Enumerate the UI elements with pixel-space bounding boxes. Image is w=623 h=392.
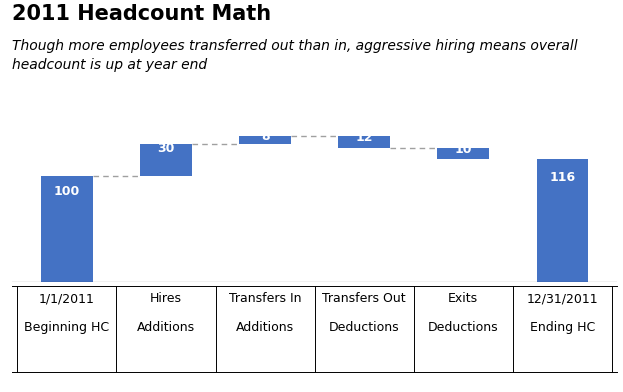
Text: 12: 12 bbox=[355, 131, 373, 144]
Text: Though more employees transferred out than in, aggressive hiring means overall
h: Though more employees transferred out th… bbox=[12, 39, 578, 72]
Text: Beginning HC: Beginning HC bbox=[24, 321, 110, 334]
Text: 8: 8 bbox=[261, 131, 269, 143]
Bar bbox=[239, 136, 291, 144]
Text: Transfers Out: Transfers Out bbox=[322, 292, 406, 305]
Text: Additions: Additions bbox=[236, 321, 294, 334]
Text: 30: 30 bbox=[158, 142, 174, 156]
Text: 12/31/2011: 12/31/2011 bbox=[526, 292, 598, 305]
Text: Deductions: Deductions bbox=[329, 321, 399, 334]
Text: 1/1/2011: 1/1/2011 bbox=[39, 292, 95, 305]
Text: 10: 10 bbox=[454, 143, 472, 156]
Text: 116: 116 bbox=[549, 171, 576, 184]
Text: Deductions: Deductions bbox=[428, 321, 498, 334]
Text: Exits: Exits bbox=[448, 292, 478, 305]
Text: Additions: Additions bbox=[137, 321, 195, 334]
Text: 100: 100 bbox=[54, 185, 80, 198]
Bar bbox=[140, 144, 192, 176]
Text: Transfers In: Transfers In bbox=[229, 292, 302, 305]
Bar bbox=[437, 149, 489, 159]
Text: 2011 Headcount Math: 2011 Headcount Math bbox=[12, 4, 272, 24]
Bar bbox=[338, 136, 390, 149]
Text: Hires: Hires bbox=[150, 292, 182, 305]
Bar bbox=[536, 159, 588, 282]
Text: Ending HC: Ending HC bbox=[530, 321, 595, 334]
Bar bbox=[41, 176, 93, 282]
